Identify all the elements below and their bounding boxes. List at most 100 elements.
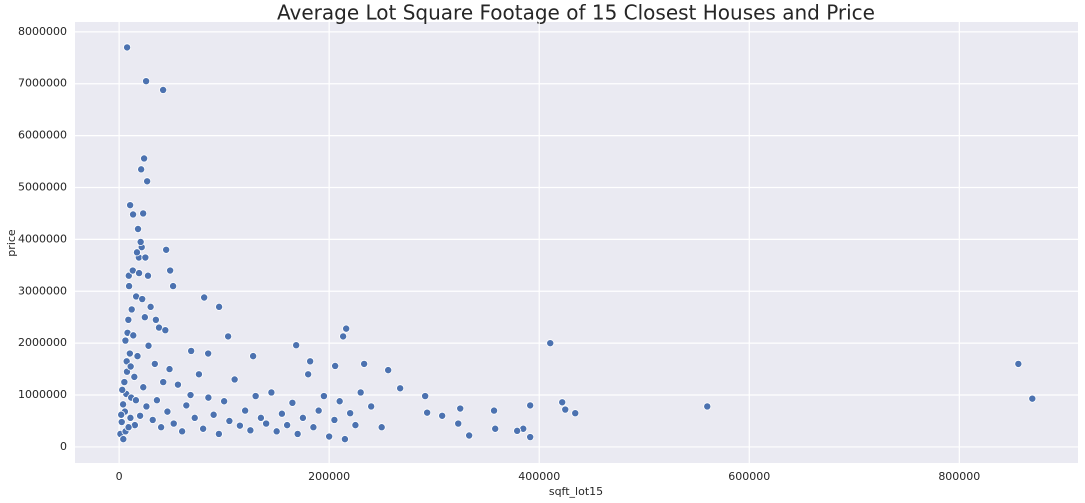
point [314,406,323,415]
point [139,383,148,392]
point [143,177,152,186]
point [421,392,430,401]
point [335,397,344,406]
point [139,209,148,218]
point [339,332,348,341]
point [342,324,351,333]
x-tick-label: 200000 [308,470,350,483]
point [125,349,134,358]
point [194,370,203,379]
point [249,352,258,361]
point [340,435,349,444]
chart-title: Average Lot Square Footage of 15 Closest… [277,1,875,25]
point [121,336,130,345]
point [214,429,223,438]
point [256,413,265,422]
point [118,385,127,394]
point [151,315,160,324]
point [169,282,178,291]
point [190,413,199,422]
point [117,418,126,427]
point [215,302,224,311]
point [283,421,292,430]
x-tick-label: 800000 [938,470,980,483]
point [162,245,171,254]
point [200,293,209,302]
point [152,396,161,405]
point [159,378,168,387]
point [122,357,131,366]
y-tick-label: 4000000 [18,232,67,245]
point [159,85,168,94]
point [143,271,152,280]
y-tick-label: 8000000 [18,25,67,38]
point [346,409,355,418]
point [454,419,463,428]
point [173,380,182,389]
point [148,415,157,424]
point [129,210,138,219]
point [142,77,151,86]
point [351,421,360,430]
plot-area [75,22,1078,463]
point [251,392,260,401]
point [136,411,145,420]
point [166,266,175,275]
point [124,315,133,324]
point [325,432,334,441]
point [309,423,318,432]
point [1014,359,1023,368]
point [119,435,128,444]
point [123,43,132,52]
point [126,413,135,422]
point [246,426,255,435]
point [119,400,128,409]
point [146,302,155,311]
point [132,248,141,257]
point [129,331,138,340]
point [163,407,172,416]
point [356,388,365,397]
y-tick-label: 1000000 [18,388,67,401]
point [272,427,281,436]
point [150,359,159,368]
point [204,349,213,358]
point [120,378,129,387]
point [230,375,239,384]
point [138,295,147,304]
point [456,404,465,413]
point [360,359,369,368]
point [526,433,535,442]
point [157,423,166,432]
point [187,346,196,355]
point [319,392,328,401]
x-tick-label: 400000 [518,470,560,483]
point [133,352,142,361]
point [558,398,567,407]
point [209,410,218,419]
point [465,431,474,440]
point [142,402,151,411]
point [124,271,133,280]
point [131,396,140,405]
point [293,429,302,438]
point [126,201,135,210]
point [137,165,146,174]
point [141,253,150,262]
point [199,424,208,433]
point [178,427,187,436]
point [304,370,313,379]
point [169,419,178,428]
point [292,341,301,350]
point [136,237,145,246]
point [513,426,522,435]
point [225,416,234,425]
point [135,269,144,278]
point [161,326,170,335]
point [165,365,174,374]
y-tick-label: 7000000 [18,77,67,90]
point [526,401,535,410]
y-tick-label: 6000000 [18,129,67,142]
point [330,415,339,424]
x-tick-label: 0 [116,470,123,483]
